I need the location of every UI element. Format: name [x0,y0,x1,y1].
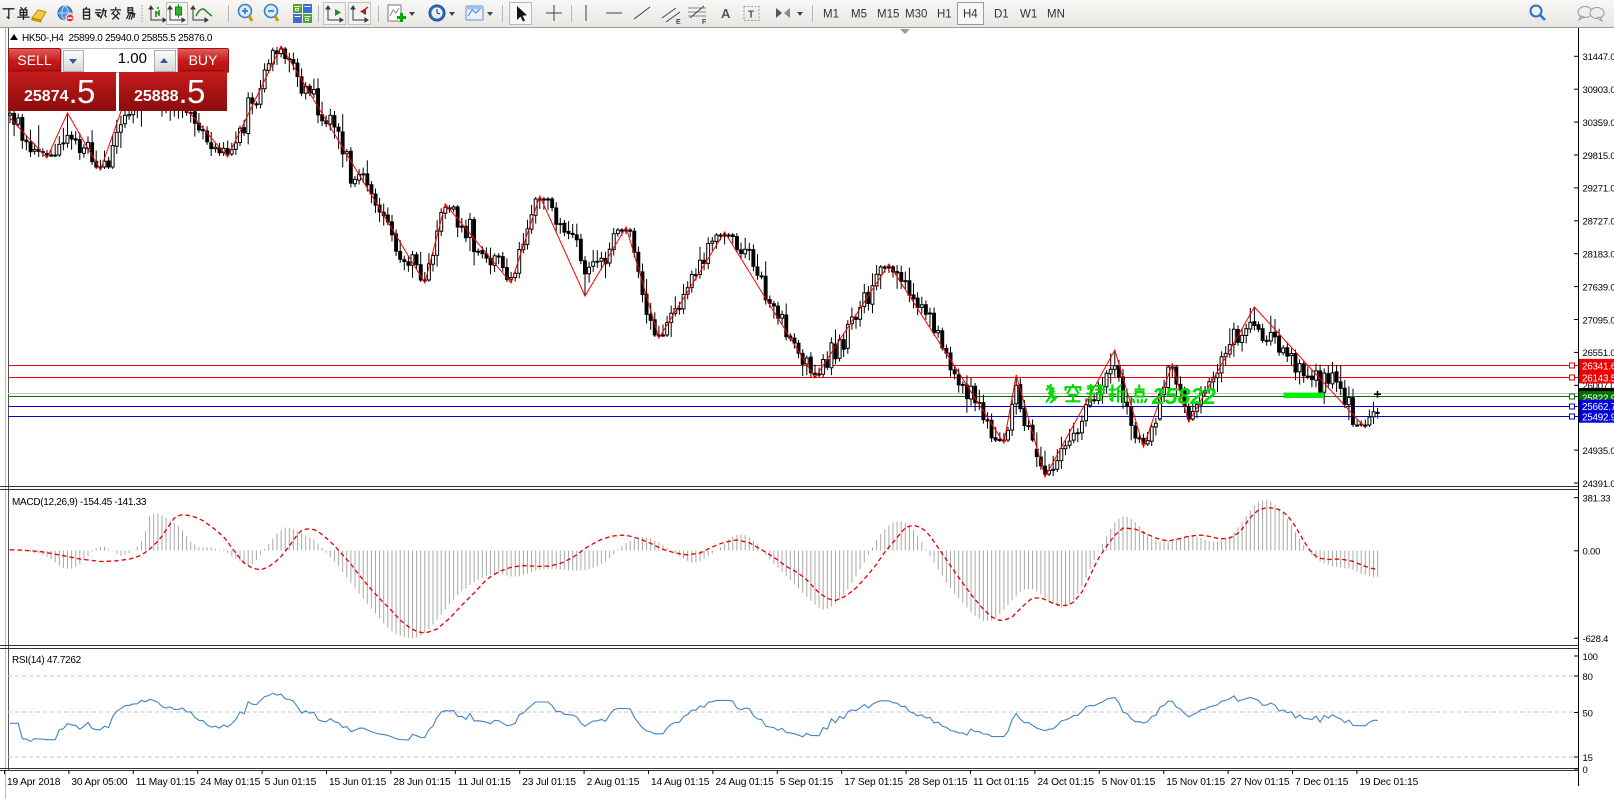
svg-text:24391.0: 24391.0 [1583,479,1614,490]
svg-text:28183.0: 28183.0 [1583,250,1614,261]
svg-text:28727.0: 28727.0 [1583,217,1614,228]
svg-text:E: E [676,19,681,26]
svg-text:23 Jul 01:15: 23 Jul 01:15 [522,777,576,788]
svg-text:29815.0: 29815.0 [1583,151,1614,162]
svg-text:M30: M30 [905,9,927,21]
svg-text:15 Nov 01:15: 15 Nov 01:15 [1166,777,1225,788]
svg-text:11 May 01:15: 11 May 01:15 [136,777,196,788]
svg-text:80: 80 [1583,672,1593,683]
svg-text:A: A [721,6,731,21]
svg-text:31447.0: 31447.0 [1583,52,1614,63]
svg-text:27 Nov 01:15: 27 Nov 01:15 [1231,777,1290,788]
svg-text:381.33: 381.33 [1583,494,1611,505]
svg-text:5 Jun 01:15: 5 Jun 01:15 [265,777,317,788]
svg-text:30903.0: 30903.0 [1583,85,1614,96]
svg-text:29271.0: 29271.0 [1583,184,1614,195]
svg-text:0: 0 [1583,765,1588,776]
svg-text:15 Jun 01:15: 15 Jun 01:15 [329,777,387,788]
svg-text:W1: W1 [1020,9,1037,21]
svg-text:24 Oct 01:15: 24 Oct 01:15 [1037,777,1094,788]
svg-text:26551.0: 26551.0 [1583,348,1614,359]
svg-text:F: F [702,19,706,26]
svg-text:D1: D1 [994,9,1009,21]
svg-text:M5: M5 [851,9,867,21]
svg-text:2 Aug 01:15: 2 Aug 01:15 [587,777,640,788]
svg-text:MN: MN [1047,9,1065,21]
svg-text:24935.0: 24935.0 [1583,446,1614,457]
svg-text:100: 100 [1583,652,1598,663]
svg-text:24 May 01:15: 24 May 01:15 [200,777,260,788]
svg-text:-628.4: -628.4 [1583,634,1609,645]
svg-text:5 Sep 01:15: 5 Sep 01:15 [780,777,834,788]
svg-text:H1: H1 [937,9,952,21]
svg-text:H4: H4 [963,9,978,21]
svg-text:MACD(12,26,9) -154.45 -141.33: MACD(12,26,9) -154.45 -141.33 [12,497,147,508]
svg-text:26341.6: 26341.6 [1582,361,1614,372]
svg-text:11 Oct 01:15: 11 Oct 01:15 [973,777,1029,788]
svg-text:28 Jun 01:15: 28 Jun 01:15 [393,777,451,788]
svg-text:26007.0: 26007.0 [1583,381,1614,392]
svg-text:HK50-,H4 25899.0 25940.0 2585: HK50-,H4 25899.0 25940.0 25855.5 25876.0 [22,33,213,44]
svg-text:26143.5: 26143.5 [1582,373,1614,384]
svg-text:7 Dec 01:15: 7 Dec 01:15 [1295,777,1349,788]
svg-text:30359.0: 30359.0 [1583,118,1614,129]
svg-text:RSI(14) 47.7262: RSI(14) 47.7262 [12,655,82,666]
svg-text:14 Aug 01:15: 14 Aug 01:15 [651,777,710,788]
svg-text:M15: M15 [877,9,899,21]
svg-text:M1: M1 [823,9,839,21]
svg-text:19 Apr 2018: 19 Apr 2018 [7,777,61,788]
svg-text:28 Sep 01:15: 28 Sep 01:15 [909,777,968,788]
svg-text:17 Sep 01:15: 17 Sep 01:15 [844,777,903,788]
svg-text:27639.0: 27639.0 [1583,282,1614,293]
svg-text:25492.9: 25492.9 [1582,413,1614,424]
svg-text:11 Jul 01:15: 11 Jul 01:15 [458,777,511,788]
svg-text:25822.9: 25822.9 [1582,394,1614,405]
svg-text:50: 50 [1583,708,1593,719]
svg-text:24 Aug 01:15: 24 Aug 01:15 [715,777,774,788]
svg-text:19 Dec 01:15: 19 Dec 01:15 [1359,777,1418,788]
svg-text:T: T [748,10,754,21]
svg-text:25662.7: 25662.7 [1582,402,1614,413]
svg-text:15: 15 [1583,753,1593,764]
svg-text:25822: 25822 [1151,383,1216,409]
svg-text:30 Apr 05:00: 30 Apr 05:00 [71,777,127,788]
svg-text:5 Nov 01:15: 5 Nov 01:15 [1102,777,1156,788]
svg-text:27095.0: 27095.0 [1583,315,1614,326]
svg-text:0.00: 0.00 [1583,547,1601,558]
